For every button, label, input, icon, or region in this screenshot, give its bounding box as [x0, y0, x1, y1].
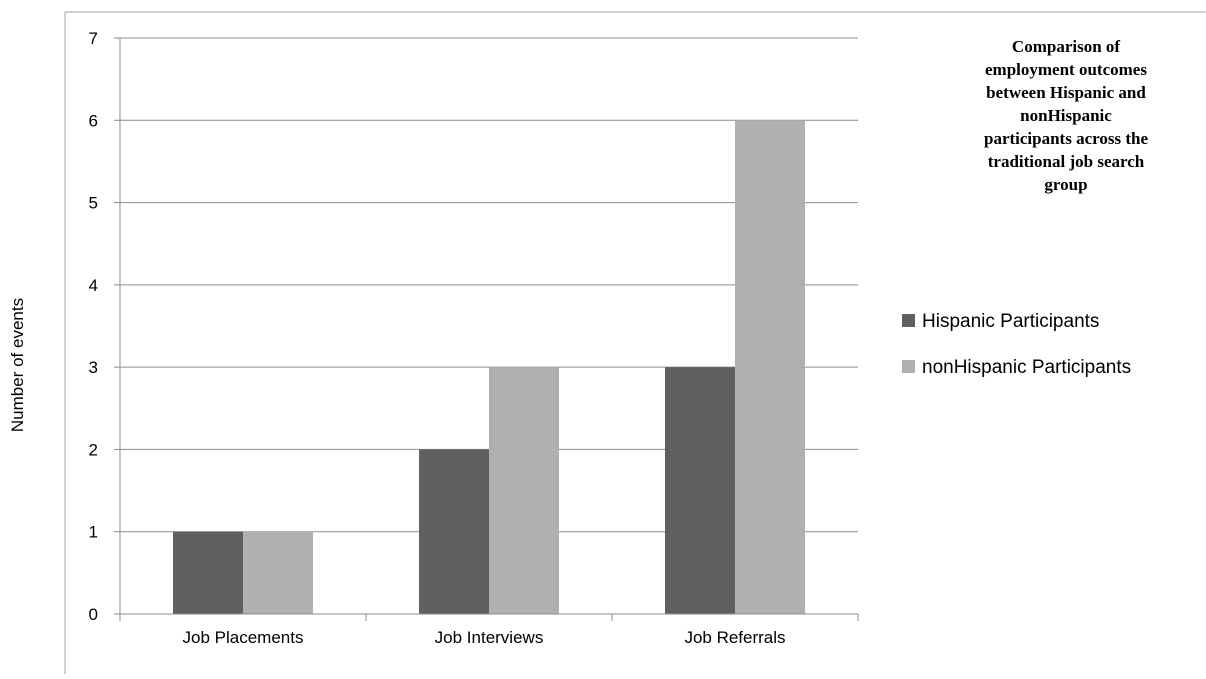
chart-title-line: traditional job search	[988, 152, 1145, 171]
chart-title-line: employment outcomes	[985, 60, 1147, 79]
chart-title-line: between Hispanic and	[986, 83, 1146, 102]
bar-nonhispanic	[489, 367, 559, 614]
x-tick-label: Job Placements	[183, 628, 304, 647]
bar-nonhispanic	[735, 120, 805, 614]
y-tick-label: 6	[89, 111, 98, 130]
legend-label: Hispanic Participants	[922, 311, 1099, 332]
legend-swatch-hispanic	[902, 314, 915, 327]
y-tick-label: 0	[89, 605, 98, 624]
y-tick-label: 2	[89, 440, 98, 459]
y-tick-label: 5	[89, 194, 98, 213]
legend-label: nonHispanic Participants	[922, 357, 1131, 378]
y-tick-label: 4	[89, 276, 98, 295]
y-tick-label: 7	[89, 29, 98, 48]
chart-title-line: participants across the	[984, 129, 1148, 148]
legend-swatch-nonhispanic	[902, 360, 915, 373]
y-axis-label: Number of events	[8, 298, 27, 432]
chart-title-line: Comparison of	[1012, 37, 1120, 56]
chart-title: Comparison of employment outcomes between …	[984, 37, 1148, 194]
bar-nonhispanic	[243, 532, 313, 614]
x-tick-label: Job Interviews	[435, 628, 544, 647]
bar-hispanic	[419, 449, 489, 614]
x-tick-label: Job Referrals	[684, 628, 785, 647]
chart-title-line: nonHispanic	[1020, 106, 1112, 125]
bar-hispanic	[173, 532, 243, 614]
y-tick-label: 3	[89, 358, 98, 377]
bar-hispanic	[665, 367, 735, 614]
y-tick-label: 1	[89, 523, 98, 542]
legend: Hispanic Participants nonHispanic Partici…	[902, 311, 1131, 378]
chart-title-line: group	[1044, 175, 1087, 194]
